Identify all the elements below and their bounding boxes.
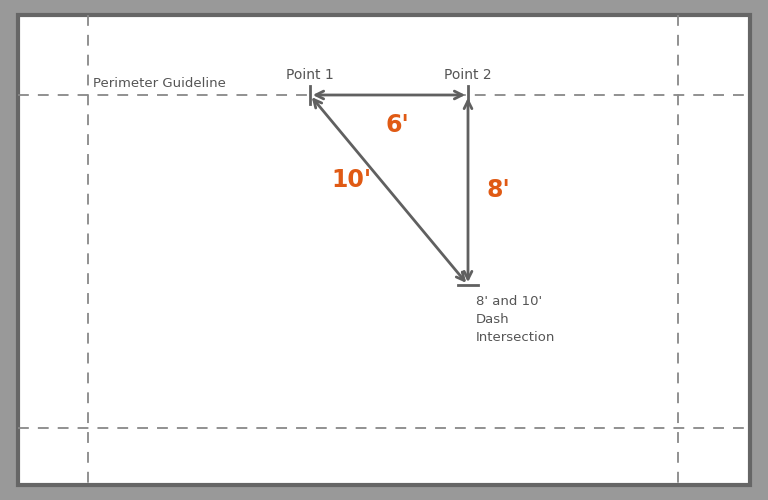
Text: Perimeter Guideline: Perimeter Guideline: [93, 77, 226, 90]
FancyArrowPatch shape: [316, 91, 462, 99]
Text: 8': 8': [486, 178, 510, 202]
Text: 8' and 10'
Dash
Intersection: 8' and 10' Dash Intersection: [476, 295, 555, 344]
FancyArrowPatch shape: [314, 100, 464, 280]
Text: Point 2: Point 2: [444, 68, 492, 82]
FancyArrowPatch shape: [464, 101, 472, 279]
Text: 10': 10': [331, 168, 371, 192]
Text: 6': 6': [385, 113, 409, 137]
Text: Point 1: Point 1: [286, 68, 334, 82]
